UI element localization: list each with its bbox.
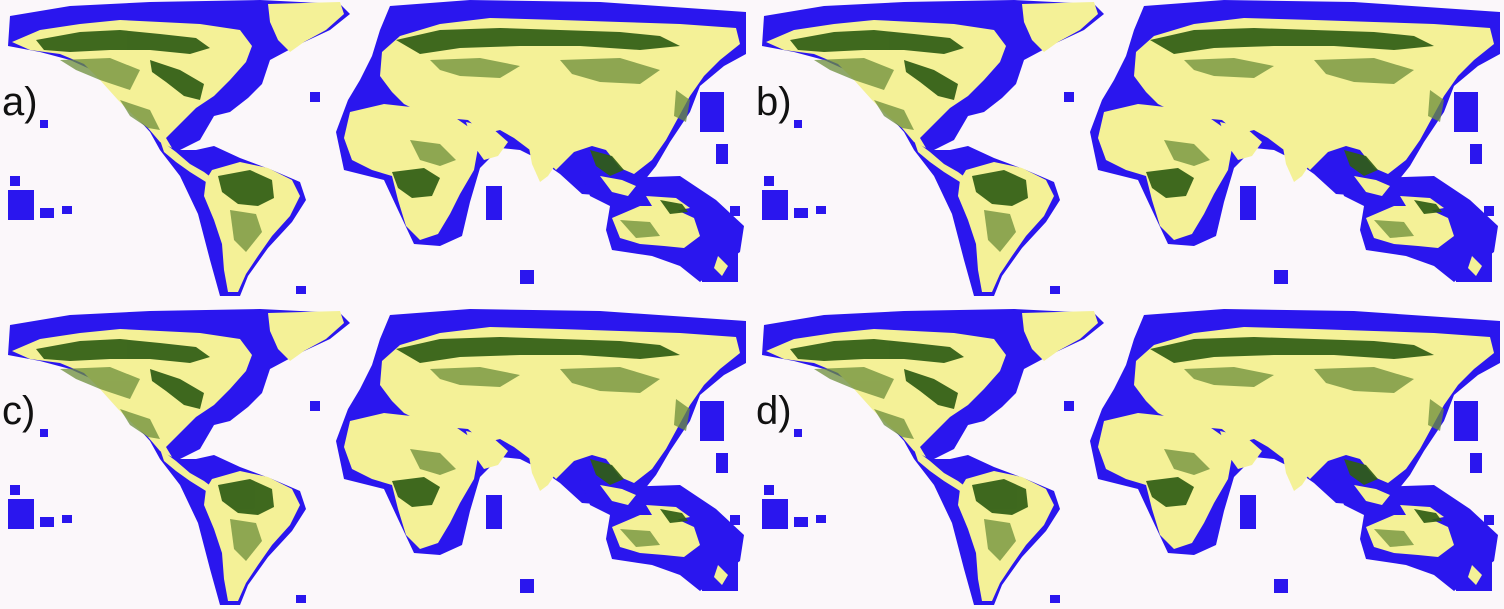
panel-label: c)	[2, 389, 36, 433]
panel-label: a)	[2, 80, 38, 124]
map-panel-c: c)	[0, 309, 746, 609]
world-map	[8, 309, 746, 605]
world-map	[762, 0, 1500, 296]
map-panel-d: d)	[754, 309, 1500, 609]
panel-label: d)	[756, 389, 792, 433]
map-panel-a: a)	[0, 0, 746, 300]
world-map	[8, 0, 746, 296]
map-panel-b: b)	[754, 0, 1500, 300]
panel-label: b)	[756, 80, 792, 124]
world-map	[762, 309, 1500, 605]
